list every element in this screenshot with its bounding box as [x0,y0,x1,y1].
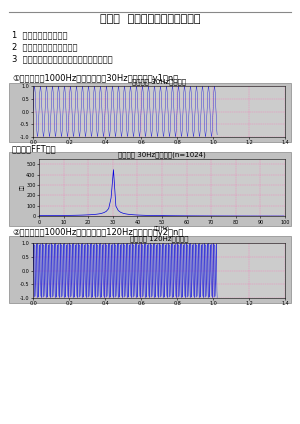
Text: 对其进展FFT变换: 对其进展FFT变换 [12,144,57,153]
Text: 3  掌握在计算机中绘制信号频谱图的方法。: 3 掌握在计算机中绘制信号频谱图的方法。 [12,54,112,63]
Title: 正弦信号 120Hz时域波形: 正弦信号 120Hz时域波形 [130,236,188,242]
X-axis label: 频率(Hz): 频率(Hz) [154,226,170,231]
Text: 2  掌握信号频谱分析方法；: 2 掌握信号频谱分析方法； [12,42,77,51]
Y-axis label: 幅值: 幅值 [20,185,25,190]
Text: 1  掌握采样频率的概念: 1 掌握采样频率的概念 [12,30,68,39]
Title: 正弦信号 30Hz时域波形: 正弦信号 30Hz时域波形 [132,79,186,85]
Text: 实验一  离散信号的频谱分析报告: 实验一 离散信号的频谱分析报告 [100,14,200,24]
Title: 正弦信号 30Hz幅频谱图(n=1024): 正弦信号 30Hz幅频谱图(n=1024) [118,151,206,158]
Text: ②采样频率为1000Hz，信号频率为120Hz的正弦信号y2（n）: ②采样频率为1000Hz，信号频率为120Hz的正弦信号y2（n） [12,228,183,237]
Text: ①采样频率为1000Hz，信号频率为30Hz的正弦信号y1（n）: ①采样频率为1000Hz，信号频率为30Hz的正弦信号y1（n） [12,74,178,84]
